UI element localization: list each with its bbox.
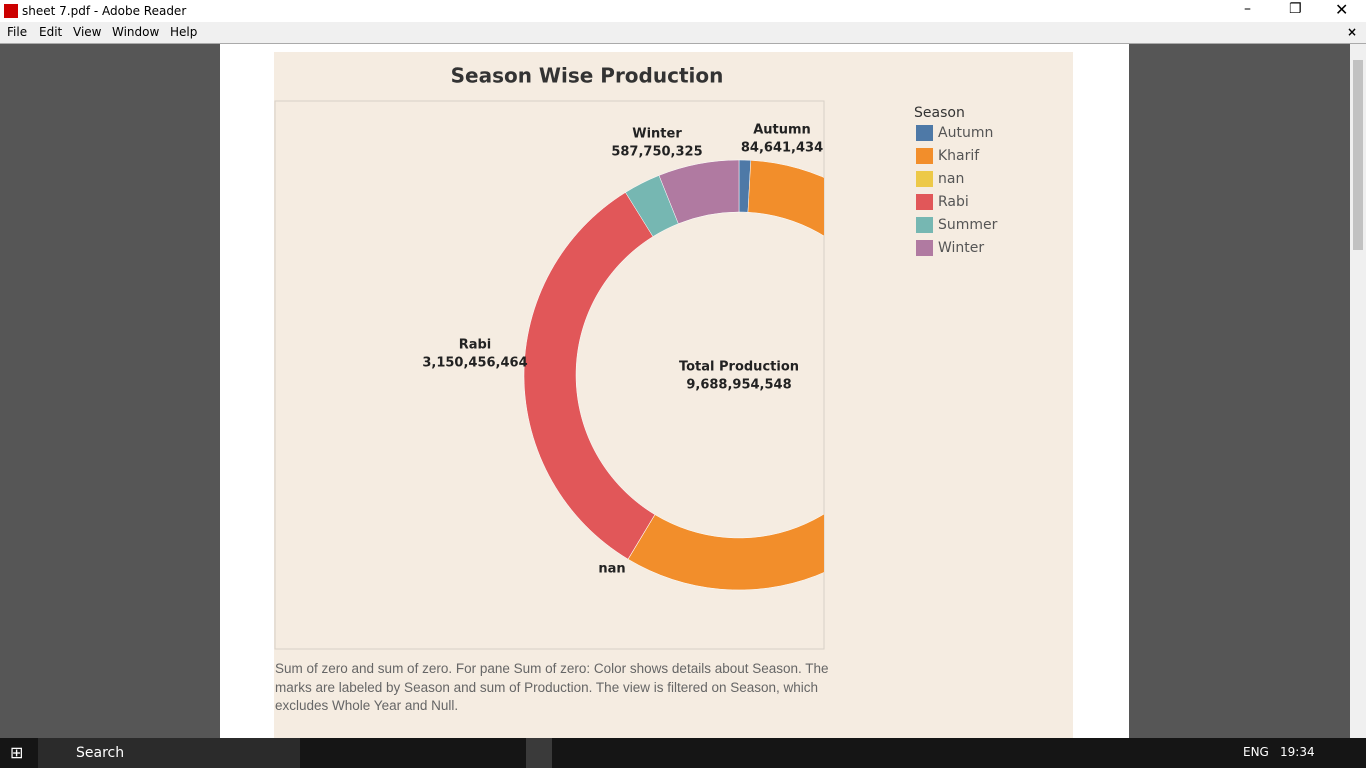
slice-label: Autumn (753, 123, 811, 138)
app-icon (4, 4, 18, 18)
chart-title: Season Wise Production (451, 64, 724, 88)
close[interactable]: ✕ (1335, 0, 1349, 19)
dashboard-bg (274, 52, 1073, 738)
slice-value: 3,150,456,464 (422, 356, 527, 371)
legend-title: Season (914, 105, 965, 121)
legend-swatch (916, 171, 933, 187)
minimize[interactable]: – (1244, 1, 1251, 17)
legend-label: nan (938, 171, 964, 187)
caption-line: marks are labeled by Season and sum of P… (275, 679, 819, 695)
slice-value: 587,750,325 (611, 145, 702, 160)
scrollbar[interactable] (1350, 44, 1366, 738)
slice-label: Rabi (459, 338, 492, 353)
legend-label: Kharif (938, 148, 980, 164)
legend-label: Summer (938, 217, 998, 233)
slice-value: 84,641,434 (741, 141, 823, 156)
legend-swatch (916, 194, 933, 210)
legend-swatch (916, 217, 933, 233)
menu-item[interactable]: View (73, 25, 102, 39)
search-text: Search (76, 745, 125, 761)
title-bar: sheet 7.pdf - Adobe Reader – ❐ ✕ (0, 0, 1366, 22)
donut-segment (658, 159, 740, 225)
taskbar: ⊞ Search ENG 19:34 (0, 738, 1366, 768)
center-title: Total Production (679, 360, 799, 375)
clock: 19:34 (1280, 745, 1315, 759)
donut-segment (523, 192, 656, 560)
slice-label: Winter (632, 127, 682, 142)
start-button[interactable]: ⊞ (10, 743, 24, 762)
menu-item[interactable]: Help (170, 25, 198, 39)
legend-label: Winter (938, 240, 984, 256)
legend-swatch (916, 125, 933, 141)
search-box[interactable]: Search (38, 738, 300, 768)
menu-item[interactable]: Edit (39, 25, 63, 39)
caption-line: Sum of zero and sum of zero. For pane Su… (275, 661, 829, 676)
reader-task[interactable] (526, 738, 552, 768)
doc-close[interactable]: × (1347, 25, 1358, 39)
window-title: sheet 7.pdf - Adobe Reader (22, 4, 187, 18)
legend-swatch (916, 240, 933, 256)
donut-segment (627, 160, 824, 591)
caption: Sum of zero and sum of zero. For pane Su… (275, 660, 829, 716)
menu-item[interactable]: File (7, 25, 28, 39)
donut (523, 159, 824, 591)
restore[interactable]: ❐ (1289, 1, 1302, 17)
slice-label: nan (598, 562, 625, 577)
chart: Season Wise Production Total Production … (274, 52, 1073, 738)
pane-border (274, 100, 825, 650)
language: ENG (1243, 745, 1269, 759)
legend-swatch (916, 148, 933, 164)
menu-bar: × File Edit View Window Help (0, 22, 1366, 44)
caption-line: excludes Whole Year and Null. (275, 698, 459, 713)
menu-item[interactable]: Window (112, 25, 160, 39)
legend-label: Autumn (938, 125, 993, 141)
scroll-thumb[interactable] (1353, 60, 1363, 250)
legend: Autumn Kharif nan Rabi Summer Winter (916, 125, 998, 256)
center-value: 9,688,954,548 (686, 378, 791, 393)
legend-label: Rabi (938, 194, 969, 210)
